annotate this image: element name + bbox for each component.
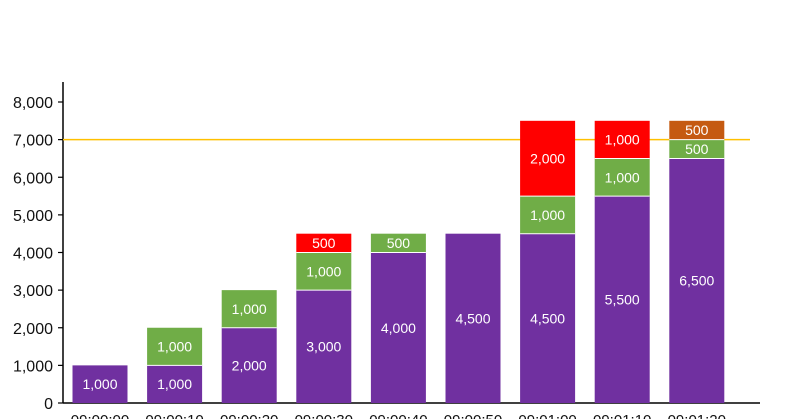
x-tick-label: 09:00:50 <box>444 412 502 419</box>
bar-segment-orange <box>669 120 725 140</box>
data-label: 1,000 <box>157 339 192 355</box>
bar-segment-purple <box>221 327 277 403</box>
bar-segment-purple <box>594 196 650 403</box>
y-tick-label: 4,000 <box>13 246 53 263</box>
data-label: 500 <box>387 235 411 251</box>
data-label: 500 <box>312 235 336 251</box>
x-tick-label: 09:00:00 <box>71 412 129 419</box>
bar-segment-red <box>594 120 650 159</box>
data-label: 3,000 <box>306 339 341 355</box>
bar-segment-green <box>296 252 352 291</box>
data-label: 1,000 <box>82 376 117 392</box>
data-label: 1,000 <box>306 263 341 279</box>
y-tick-label: 6,000 <box>13 170 53 187</box>
data-label: 4,500 <box>455 310 490 326</box>
x-tick-label: 09:00:40 <box>369 412 427 419</box>
x-tick-label: 09:01:20 <box>668 412 726 419</box>
data-label: 500 <box>685 122 709 138</box>
x-tick-label: 09:00:30 <box>295 412 353 419</box>
bar-segment-red <box>520 120 576 197</box>
x-tick-label: 09:01:10 <box>593 412 651 419</box>
data-label: 1,000 <box>605 132 640 148</box>
bar-segment-green <box>221 290 277 328</box>
x-tick-label: 09:00:10 <box>145 412 203 419</box>
x-tick-label: 09:00:20 <box>220 412 278 419</box>
bar-segment-purple <box>370 252 426 403</box>
x-tick-label: 09:01:00 <box>518 412 576 419</box>
bar-segment-green <box>669 139 725 159</box>
bar-segment-purple <box>72 365 128 403</box>
bar-segment-purple <box>669 158 725 403</box>
data-label: 2,000 <box>232 357 267 373</box>
bar-segment-purple <box>520 233 576 403</box>
y-tick-label: 1,000 <box>13 358 53 375</box>
data-label: 1,000 <box>232 301 267 317</box>
bar-segment-purple <box>296 290 352 403</box>
data-label: 500 <box>685 141 709 157</box>
data-label: 1,000 <box>605 169 640 185</box>
bar-segment-green <box>594 158 650 197</box>
bar-segment-green <box>370 233 426 253</box>
data-label: 1,000 <box>530 207 565 223</box>
data-label: 6,500 <box>679 273 714 289</box>
bar-segment-green <box>147 327 203 366</box>
bar-segment-green <box>520 196 576 234</box>
y-tick-label: 2,000 <box>13 321 53 338</box>
data-label: 4,000 <box>381 320 416 336</box>
data-label: 2,000 <box>530 150 565 166</box>
data-label: 4,500 <box>530 310 565 326</box>
y-tick-label: 3,000 <box>13 283 53 300</box>
bar-segment-red <box>296 233 352 253</box>
data-label: 1,000 <box>157 376 192 392</box>
bar-segment-purple <box>445 233 501 403</box>
y-tick-label: 8,000 <box>13 95 53 112</box>
data-label: 5,500 <box>605 292 640 308</box>
bar-segment-purple <box>147 365 203 403</box>
y-tick-label: 7,000 <box>13 133 53 150</box>
y-tick-label: 5,000 <box>13 208 53 225</box>
y-tick-label: 0 <box>44 396 53 413</box>
